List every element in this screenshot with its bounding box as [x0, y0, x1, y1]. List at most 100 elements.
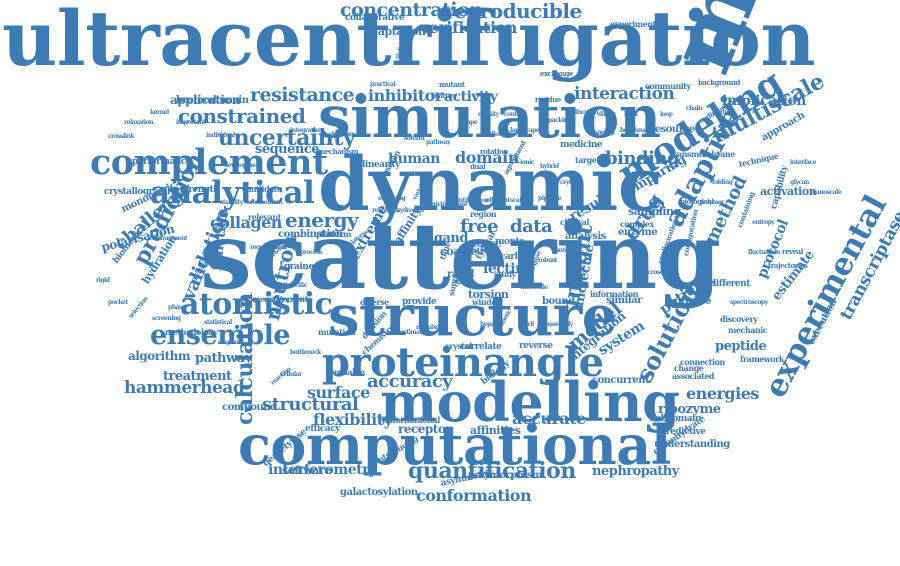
- cloud-word: biological: [680, 197, 714, 206]
- cloud-word: polymorphism: [468, 470, 543, 481]
- cloud-word: concurrent: [592, 375, 650, 386]
- cloud-word: collagen: [210, 213, 282, 232]
- cloud-word: rapid: [447, 269, 475, 280]
- cloud-word: process: [300, 249, 323, 256]
- cloud-word: combination: [278, 229, 343, 240]
- cloud-word: helix: [624, 111, 638, 118]
- cloud-word: linearity: [362, 160, 401, 170]
- cloud-word: scalable: [510, 197, 534, 204]
- cloud-word: heparin: [480, 321, 503, 328]
- cloud-word: entropy: [752, 219, 775, 226]
- cloud-word: bromodomain: [176, 95, 249, 106]
- cloud-word: region: [470, 209, 497, 219]
- cloud-word: verification: [420, 18, 517, 37]
- cloud-word: affinities: [470, 424, 521, 437]
- cloud-word: conformation: [416, 486, 532, 505]
- cloud-word: adaptation: [364, 25, 426, 38]
- cloud-word: crosslink: [108, 133, 135, 140]
- cloud-word: study: [494, 269, 516, 279]
- cloud-word: docking: [330, 131, 354, 138]
- cloud-word: complex: [620, 219, 654, 229]
- cloud-word: analytical: [150, 175, 315, 211]
- cloud-word: estimation: [400, 329, 431, 336]
- cloud-word: mode: [600, 259, 617, 266]
- cloud-word: solvent: [404, 135, 425, 142]
- cloud-word: data: [510, 216, 553, 237]
- cloud-word: binding: [605, 148, 680, 169]
- cloud-word: hydrogen: [396, 207, 424, 214]
- cloud-word: feature: [432, 91, 457, 100]
- cloud-word: ring: [720, 109, 733, 116]
- cloud-word: refinement: [250, 199, 283, 206]
- cloud-word: resistance: [250, 84, 355, 106]
- cloud-word: microscopy: [640, 269, 674, 276]
- cloud-word: analysis: [565, 231, 606, 242]
- cloud-word: reliable: [334, 367, 365, 377]
- cloud-word: enzyme: [618, 227, 658, 238]
- cloud-word: platform: [316, 229, 351, 239]
- cloud-word: complement: [90, 142, 328, 183]
- cloud-word: free: [460, 216, 499, 237]
- cloud-word: practical: [370, 81, 396, 88]
- cloud-word: background: [698, 78, 740, 87]
- cloud-word: framework: [740, 354, 784, 364]
- cloud-word: modelling: [380, 370, 680, 434]
- cloud-word: sampling: [628, 205, 681, 218]
- cloud-word: structural: [262, 394, 359, 415]
- cloud-word: mutant: [439, 80, 465, 89]
- cloud-word: reverse: [519, 341, 553, 351]
- cloud-word: loop: [660, 111, 673, 118]
- cloud-word: algorithm: [128, 349, 191, 363]
- cloud-word: timescale: [520, 284, 548, 291]
- cloud-word: medicine: [560, 140, 603, 150]
- cloud-word: membrane: [416, 324, 448, 331]
- cloud-word: change: [674, 363, 704, 373]
- cloud-word: constrained: [178, 104, 306, 128]
- cloud-word: cryo: [560, 179, 573, 186]
- cloud-word: ligand: [425, 231, 468, 246]
- cloud-word: relevant: [248, 212, 281, 222]
- cloud-word: kernel: [150, 109, 169, 116]
- cloud-word: pipeline: [538, 195, 562, 202]
- cloud-word: allosteric: [488, 131, 515, 138]
- cloud-word: window: [472, 297, 503, 307]
- cloud-word: nephropathy: [592, 464, 679, 479]
- cloud-word: methodology: [165, 327, 218, 337]
- cloud-word: robust: [538, 257, 557, 264]
- cloud-word: crystallography: [104, 187, 175, 197]
- cloud-word: reveal: [782, 247, 803, 256]
- cloud-word: provide: [402, 297, 437, 307]
- cloud-word: torsion: [468, 288, 509, 301]
- cloud-word: atomistic: [180, 287, 333, 322]
- cloud-word: pathway: [426, 139, 451, 146]
- cloud-word: coarse: [440, 245, 478, 258]
- cloud-word: dynamic: [318, 142, 663, 228]
- cloud-word: grained: [284, 262, 320, 272]
- cloud-word: rotation: [480, 147, 508, 156]
- cloud-word: specific: [285, 282, 307, 289]
- cloud-word: exchange: [540, 69, 573, 78]
- cloud-word: reproducible: [444, 0, 582, 23]
- cloud-word: pocket: [108, 299, 128, 306]
- cloud-word: diverse: [360, 297, 389, 307]
- cloud-word: nanoscale: [812, 189, 842, 196]
- cloud-word: collaborative: [345, 13, 405, 23]
- cloud-word: conformational: [378, 415, 440, 425]
- cloud-word: quantification: [408, 458, 576, 484]
- cloud-word: transmembrane: [670, 149, 735, 159]
- cloud-word: human: [388, 151, 440, 167]
- cloud-word: glycan: [790, 179, 809, 186]
- cloud-word: carlo: [500, 252, 523, 262]
- cloud-word: compound: [222, 402, 277, 413]
- cloud-word: ultracentrifugation: [2, 0, 816, 83]
- cloud-word: trajectories: [768, 261, 808, 270]
- cloud-word: shape: [460, 119, 478, 126]
- cloud-word: mechanic: [728, 325, 768, 335]
- cloud-word: accuracy: [367, 371, 453, 392]
- cloud-word: electron: [690, 279, 714, 286]
- cloud-word: community: [645, 81, 691, 91]
- cloud-word: efficient: [486, 197, 510, 204]
- cloud-word: performance: [132, 157, 191, 167]
- cloud-word: scattering: [200, 202, 721, 310]
- cloud-word: dual: [470, 162, 486, 171]
